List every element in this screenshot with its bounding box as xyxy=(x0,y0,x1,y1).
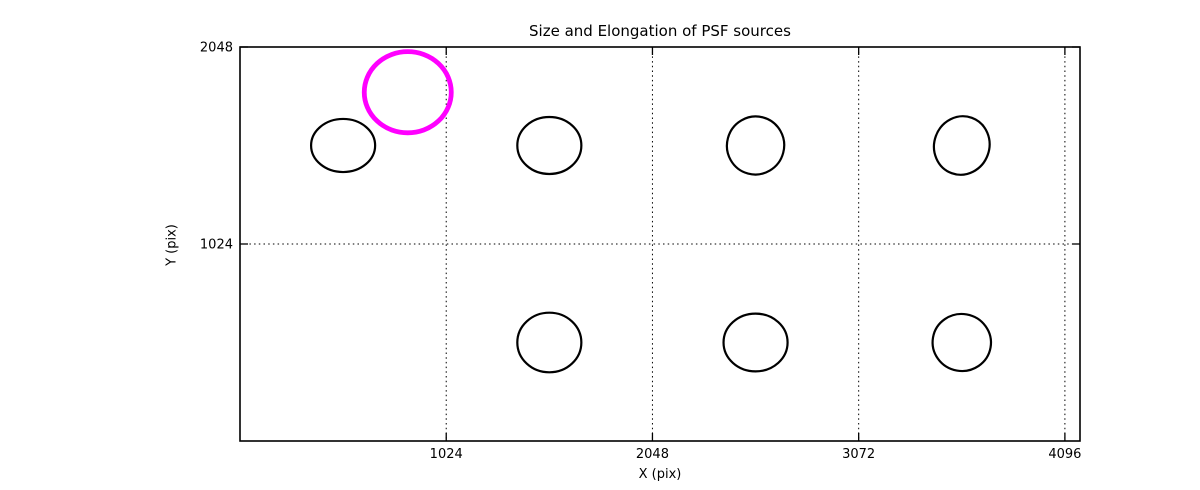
psf-ellipse xyxy=(516,115,583,176)
psf-ellipse xyxy=(516,311,583,374)
x-axis-label: X (pix) xyxy=(638,467,682,482)
x-tick-label: 4096 xyxy=(1048,447,1081,462)
x-tick-label: 3072 xyxy=(842,447,875,462)
psf-ellipse xyxy=(722,312,789,373)
x-tick-label: 1024 xyxy=(430,447,463,462)
psf-ellipse xyxy=(931,312,993,373)
psf-ellipse xyxy=(725,115,786,176)
chart-title: Size and Elongation of PSF sources xyxy=(529,22,791,40)
y-axis-label: Y (pix) xyxy=(164,224,180,266)
x-tick-label: 2048 xyxy=(636,447,669,462)
y-tick-label: 1024 xyxy=(200,238,233,253)
psf-ellipse xyxy=(932,115,991,176)
y-tick-label: 2048 xyxy=(200,41,233,56)
psf-ellipse xyxy=(309,117,377,174)
psf-ellipse-highlight xyxy=(361,49,454,136)
